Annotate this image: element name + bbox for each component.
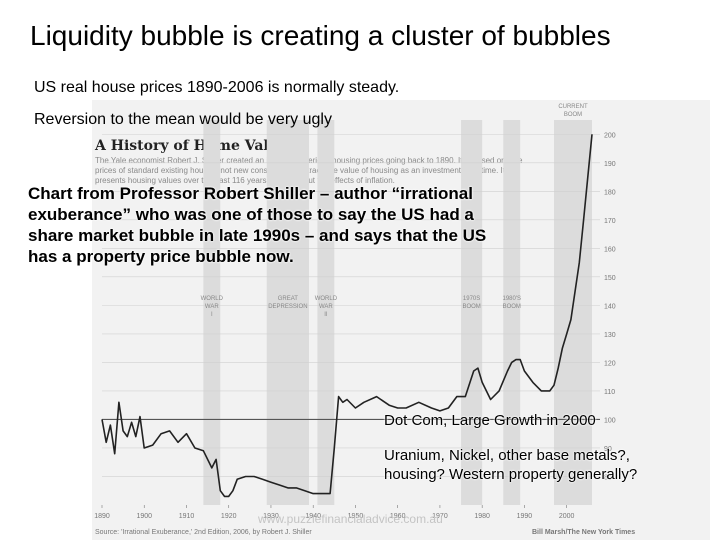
x-tick-1890: 1890 <box>94 513 110 520</box>
y-tick-160: 160 <box>604 246 616 253</box>
period-label-4-0: 1980'S <box>502 296 521 302</box>
y-tick-170: 170 <box>604 218 616 225</box>
home-values-plot: 80 90 100 110 120 130 140 150 160 170 180 190 200 189… <box>94 104 616 520</box>
period-label-0-0: WORLD <box>201 296 224 302</box>
x-tick-1970: 1970 <box>432 513 448 520</box>
period-label-5-1: BOOM <box>564 112 582 118</box>
y-tick-150: 150 <box>604 275 616 282</box>
figure-title: A History of Home Values <box>95 138 296 154</box>
y-tick-190: 190 <box>604 161 616 168</box>
subtitle-reversion: Reversion to the mean would be very ugly <box>34 111 332 128</box>
x-tick-1990: 1990 <box>517 513 533 520</box>
y-tick-130: 130 <box>604 332 616 339</box>
y-tick-90: 90 <box>604 446 612 453</box>
shaded-period-3 <box>461 120 483 505</box>
period-label-0-1: WAR <box>205 304 219 310</box>
y-tick-180: 180 <box>604 189 616 196</box>
period-label-0-2: I <box>211 312 213 318</box>
slide-title: Liquidity bubble is creating a cluster o… <box>30 20 611 51</box>
x-tick-1910: 1910 <box>179 513 195 520</box>
note-dot-com: Dot Com, Large Growth in 2000 <box>384 412 596 429</box>
period-label-5-0: CURRENT <box>558 104 588 110</box>
period-label-2-1: WAR <box>319 304 333 310</box>
x-tick-1960: 1960 <box>390 513 406 520</box>
period-label-2-2: II <box>324 312 328 318</box>
series-line-0 <box>101 134 593 498</box>
shiller-chart-figure: A History of Home Values The Yale econom… <box>92 100 710 540</box>
watermark: www.puzzlefinancialadvice.com.au <box>258 512 443 526</box>
shaded-period-5 <box>553 120 592 505</box>
subtitle-house-prices: US real house prices 1890-2006 is normal… <box>34 79 400 96</box>
x-tick-1940: 1940 <box>305 513 321 520</box>
shaded-period-2 <box>317 120 335 505</box>
y-tick-100: 100 <box>604 417 616 424</box>
period-label-2-0: WORLD <box>315 296 338 302</box>
y-tick-200: 200 <box>604 132 616 139</box>
period-label-4-1: BOOM <box>503 304 521 310</box>
y-tick-110: 110 <box>604 389 615 396</box>
x-tick-1930: 1930 <box>263 513 279 520</box>
period-label-3-1: BOOM <box>462 304 480 310</box>
x-tick-1900: 1900 <box>136 513 152 520</box>
figure-credit: Bill Marsh/The New York Times <box>532 529 636 536</box>
shiller-callout: Chart from Professor Robert Shiller – au… <box>28 184 487 266</box>
y-tick-80: 80 <box>604 474 612 481</box>
shaded-period-1 <box>266 120 309 505</box>
period-label-1-1: DEPRESSION <box>268 304 307 310</box>
x-tick-1980: 1980 <box>474 513 490 520</box>
period-label-1-0: GREAT <box>278 296 299 302</box>
figure-source: Source: 'Irrational Exuberance,' 2nd Edi… <box>95 529 312 536</box>
period-label-3-0: 1970S <box>463 296 480 302</box>
y-tick-140: 140 <box>604 303 616 310</box>
shaded-period-0 <box>203 120 221 505</box>
y-tick-120: 120 <box>604 360 616 367</box>
shaded-period-4 <box>503 120 521 505</box>
x-tick-1920: 1920 <box>221 513 237 520</box>
note-metals-housing: Uranium, Nickel, other base metals?, hou… <box>384 447 638 483</box>
x-tick-2000: 2000 <box>559 513 575 520</box>
x-tick-1950: 1950 <box>348 513 364 520</box>
